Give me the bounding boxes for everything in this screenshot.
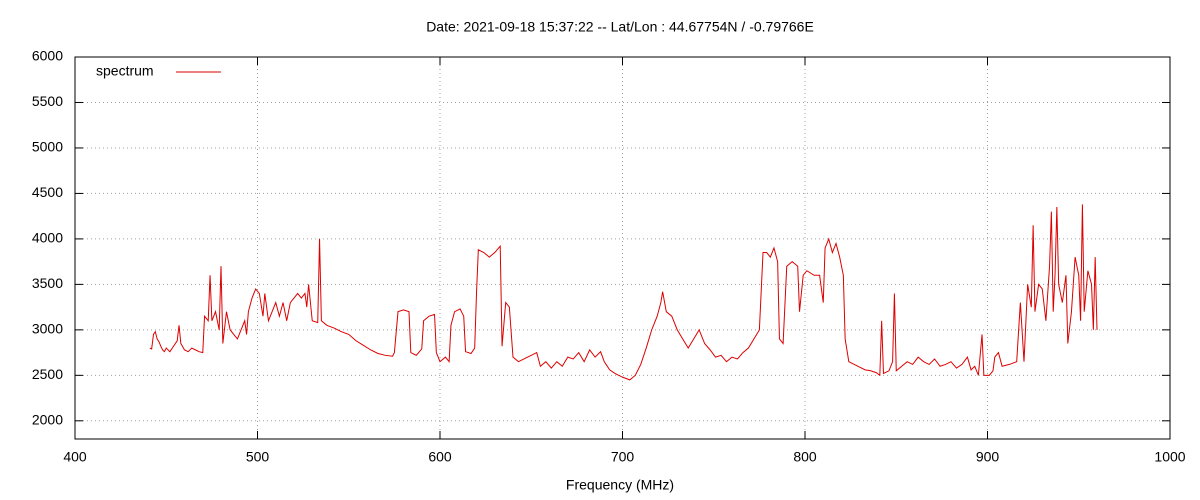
x-tick-label: 400: [63, 449, 87, 465]
x-tick-label: 800: [793, 449, 817, 465]
x-axis-label: Frequency (MHz): [566, 477, 674, 493]
y-tick-label: 3500: [32, 275, 63, 291]
plot-frame: [74, 56, 1171, 440]
x-tick-label: 700: [611, 449, 635, 465]
y-tick-label: 4500: [32, 184, 63, 200]
chart-title: Date: 2021-09-18 15:37:22 -- Lat/Lon : 4…: [426, 19, 814, 35]
x-tick-label: 600: [428, 449, 452, 465]
y-tick-label: 4000: [32, 230, 63, 246]
x-tick-label: 1000: [1154, 449, 1185, 465]
y-tick-label: 3000: [32, 321, 63, 337]
x-tick-label: 500: [246, 449, 270, 465]
y-tick-label: 5500: [32, 93, 63, 109]
y-tick-label: 2000: [32, 412, 63, 428]
y-tick-label: 2500: [32, 366, 63, 382]
series-line: [149, 204, 1098, 381]
y-tick-label: 5000: [32, 139, 63, 155]
x-tick-label: 900: [976, 449, 1000, 465]
y-tick-label: 6000: [32, 48, 63, 64]
legend-label: spectrum: [96, 63, 154, 79]
